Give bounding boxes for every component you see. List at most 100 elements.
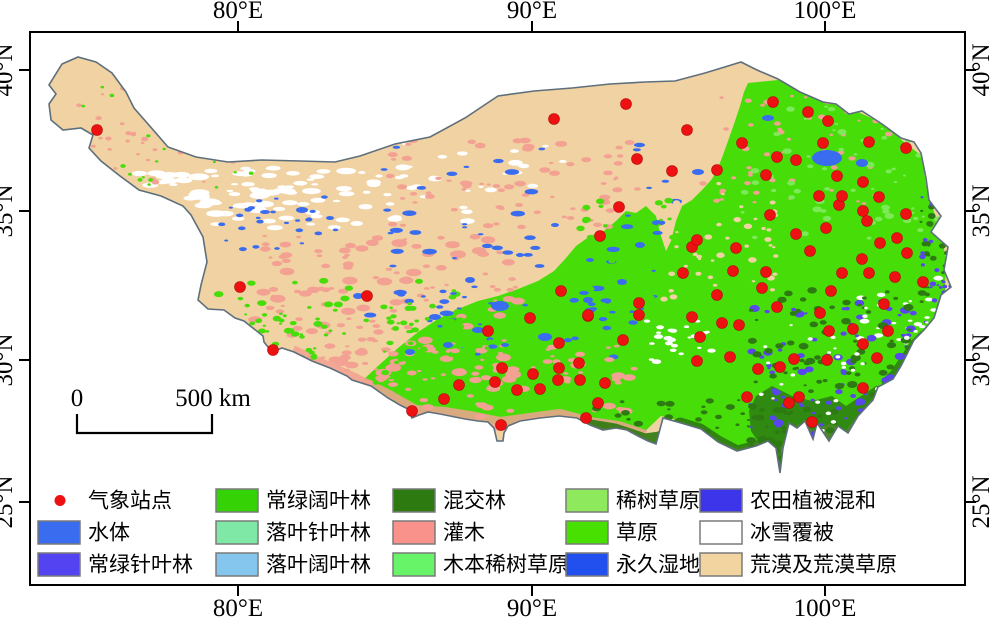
weather-station-dot (861, 215, 873, 227)
speckle (693, 268, 697, 271)
speckle (570, 207, 576, 211)
speckle (667, 408, 671, 411)
weather-station-dot (686, 311, 698, 323)
speckle (746, 419, 751, 421)
legend-item-label: 冰雪覆被 (750, 522, 834, 545)
speckle (744, 181, 751, 186)
speckle (882, 209, 890, 214)
lake (856, 159, 868, 167)
speckle (820, 440, 826, 444)
speckle (924, 316, 930, 319)
speckle (752, 201, 757, 204)
weather-station-dot (813, 190, 825, 202)
speckle (282, 358, 289, 363)
speckle (579, 290, 589, 295)
speckle (310, 214, 323, 219)
speckle (819, 320, 827, 325)
speckle (790, 373, 796, 377)
speckle (236, 213, 244, 218)
weather-station-dot (548, 113, 560, 125)
weather-station-dot (825, 285, 837, 297)
speckle (389, 308, 398, 313)
speckle (892, 435, 899, 440)
speckle (148, 217, 155, 220)
speckle (384, 375, 391, 379)
speckle (189, 100, 193, 103)
legend-swatch (699, 488, 743, 513)
weather-station-dot (760, 266, 772, 278)
speckle (109, 93, 115, 98)
speckle (862, 314, 868, 319)
speckle (311, 404, 323, 411)
speckle (407, 165, 413, 168)
speckle (926, 286, 930, 289)
speckle (512, 285, 519, 289)
speckle (808, 451, 813, 454)
speckle (422, 248, 437, 255)
speckle (759, 408, 765, 412)
speckle (830, 335, 836, 340)
speckle (279, 312, 283, 315)
speckle (226, 189, 234, 193)
speckle (874, 435, 880, 440)
speckle (578, 309, 583, 312)
lake (617, 279, 627, 285)
speckle (364, 312, 377, 318)
speckle (621, 410, 630, 416)
speckle (657, 441, 661, 444)
speckle (669, 348, 677, 352)
speckle (924, 366, 932, 372)
speckle (866, 334, 877, 342)
axis-tick-label: 35°N (968, 184, 995, 237)
weather-station-dot (900, 142, 912, 154)
speckle (903, 335, 910, 340)
speckle (256, 199, 263, 203)
weather-station-dot (617, 334, 629, 346)
speckle (656, 325, 664, 330)
speckle (683, 325, 690, 329)
speckle (614, 381, 622, 385)
speckle (295, 228, 304, 233)
speckle (907, 319, 913, 322)
speckle (182, 137, 189, 142)
speckle (676, 431, 681, 434)
axis-tick-label: 40°N (0, 43, 18, 96)
speckle (700, 410, 708, 415)
speckle (280, 304, 285, 307)
speckle (705, 439, 713, 445)
speckle (338, 191, 355, 197)
speckle (568, 257, 575, 262)
legend-swatch (37, 552, 81, 577)
speckle (142, 210, 153, 215)
weather-station-dot (891, 232, 903, 244)
legend-swatch (215, 520, 259, 545)
speckle (177, 221, 193, 227)
station-markers-layer (91, 96, 929, 431)
speckle (299, 290, 312, 297)
speckle (522, 146, 534, 152)
speckle (505, 262, 511, 266)
speckle (306, 178, 315, 181)
speckle (437, 324, 443, 328)
speckle (262, 324, 266, 327)
speckle (676, 281, 680, 285)
speckle (164, 90, 171, 95)
speckle (514, 180, 526, 187)
speckle (951, 288, 954, 291)
speckle (678, 443, 685, 448)
speckle (435, 384, 441, 389)
speckle (474, 142, 486, 149)
lake (443, 342, 453, 348)
speckle (358, 171, 366, 174)
speckle (629, 310, 635, 314)
speckle (758, 436, 768, 442)
speckle (240, 340, 248, 346)
speckle (838, 147, 844, 152)
speckle (917, 290, 927, 296)
speckle (748, 308, 754, 312)
speckle (769, 415, 777, 421)
speckle (850, 354, 861, 362)
speckle (449, 292, 457, 295)
weather-station-dot (631, 153, 643, 165)
weather-station-dot (788, 353, 800, 365)
